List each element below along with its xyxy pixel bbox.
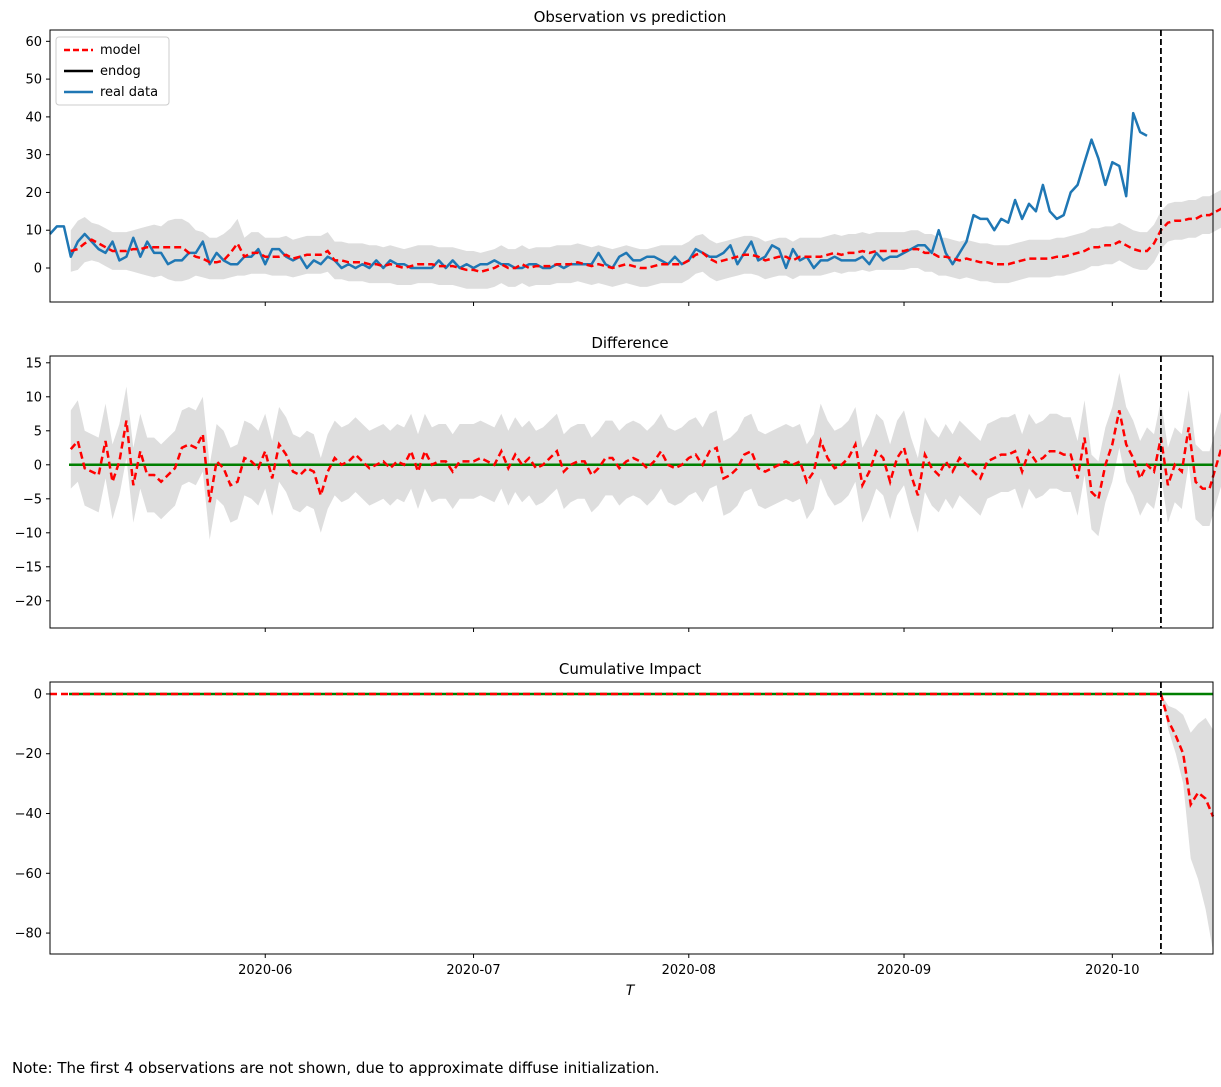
y-tick-label: −80	[15, 927, 42, 942]
legend-endog-label: endog	[100, 64, 141, 79]
y-tick-label: −5	[23, 492, 42, 507]
cumulative-interval-band	[1160, 694, 1213, 951]
interval-band	[70, 373, 1221, 540]
footer-note: Note: The first 4 observations are not s…	[12, 1059, 660, 1077]
y-tick-label: 0	[34, 262, 42, 277]
model-line	[70, 207, 1221, 274]
x-axis-label: T	[626, 983, 636, 999]
interval-band	[1160, 694, 1213, 951]
model-interval-band	[70, 189, 1221, 289]
cumulative-line	[50, 692, 1215, 817]
y-tick-label: 20	[25, 186, 42, 201]
legend-box	[55, 36, 170, 106]
y-tick-label: 60	[25, 35, 42, 50]
axes-frame	[49, 29, 1214, 303]
difference-line	[69, 410, 1221, 503]
panel-title-observation: Observation vs prediction	[534, 8, 727, 26]
x-tick-label: 2020-07	[446, 963, 500, 978]
y-tick-label: 30	[25, 148, 42, 163]
legend: model endog real data	[55, 36, 170, 106]
y-tick-label: −20	[15, 594, 42, 609]
y-tick-label: −20	[15, 747, 42, 762]
panel-title-difference: Difference	[591, 334, 668, 352]
y-tick-label: 50	[25, 73, 42, 88]
legend-model-label: model	[100, 43, 140, 58]
difference-interval-band	[70, 373, 1221, 540]
x-tick-label: 2020-06	[238, 963, 292, 978]
y-tick-label: 5	[34, 424, 42, 439]
real-data-line	[49, 111, 1148, 270]
y-tick-label: 10	[25, 224, 42, 239]
panel-difference: −20 −15 −10 −5 0 5 10 15 Difference	[15, 334, 1221, 632]
x-tick-label: 2020-09	[877, 963, 931, 978]
y-tick-label: −15	[15, 560, 42, 575]
y-tick-label: 0	[34, 458, 42, 473]
interval-band	[70, 189, 1221, 289]
y-tick-label: −40	[15, 807, 42, 822]
axes-frame	[49, 355, 1214, 629]
y-tick-label: −60	[15, 867, 42, 882]
axes-frame	[49, 681, 1214, 955]
y-tick-label: −10	[15, 526, 42, 541]
y-tick-label: 10	[25, 390, 42, 405]
panel-title-cumulative: Cumulative Impact	[559, 660, 701, 678]
panel-cumulative: −80 −60 −40 −20 0 2020-06 2020-07 2020-08 2020-0…	[15, 660, 1215, 999]
y-tick-label: 0	[34, 687, 42, 702]
y-tick-label: 40	[25, 110, 42, 125]
x-tick-label: 2020-08	[662, 963, 716, 978]
x-tick-label: 2020-10	[1085, 963, 1139, 978]
y-tick-label: 15	[25, 356, 42, 371]
legend-real-data-label: real data	[100, 85, 158, 100]
